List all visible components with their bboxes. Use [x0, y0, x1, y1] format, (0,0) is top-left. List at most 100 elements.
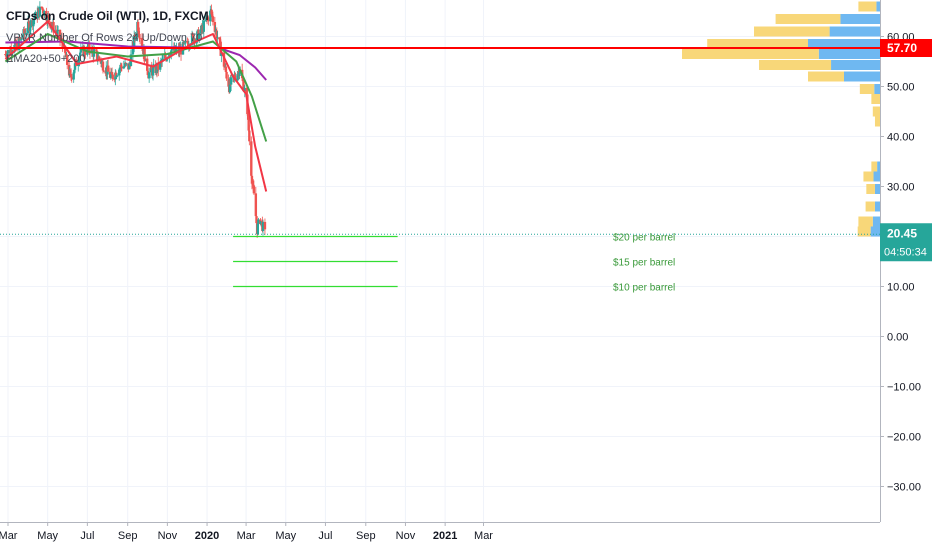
- candle-body: [190, 34, 194, 46]
- candle-body: [246, 114, 250, 116]
- candle-body: [4, 54, 8, 57]
- candle-body: [41, 8, 44, 10]
- candle-body: [45, 10, 48, 21]
- candle-body: [15, 42, 19, 51]
- current-price-label: 20.45: [887, 226, 917, 240]
- candle-body: [250, 141, 253, 176]
- time-tick-label: Nov: [158, 530, 178, 542]
- candle-body: [204, 19, 207, 21]
- candle-body: [40, 6, 44, 9]
- vpvr-profile: [682, 1, 880, 237]
- price-tick-label: −20.00: [887, 432, 921, 444]
- candle-body: [102, 70, 105, 72]
- candle-body: [92, 50, 96, 57]
- candle-body: [147, 72, 151, 79]
- vpvr-bar-up: [873, 171, 880, 182]
- candle-body: [127, 64, 131, 70]
- vpvr-indicator-legend[interactable]: VPVR Number Of Rows 24 Up/Down 70: [6, 32, 203, 44]
- candle-body: [202, 20, 206, 32]
- candle-body: [138, 37, 142, 39]
- candle-body: [28, 27, 32, 31]
- candle-body: [150, 66, 153, 70]
- candle-body: [146, 70, 150, 76]
- candle-body: [136, 21, 140, 31]
- ema-indicator-legend[interactable]: EMA20+50+200: [6, 53, 86, 65]
- candle-body: [151, 67, 155, 76]
- time-tick-label: Mar: [237, 530, 256, 542]
- candle-body: [196, 31, 199, 38]
- candle-body: [222, 52, 226, 67]
- candle-body: [91, 48, 94, 51]
- candle-body: [64, 52, 68, 58]
- time-tick-label: Jul: [318, 530, 332, 542]
- candle-body: [233, 75, 237, 79]
- candle-body: [205, 17, 208, 20]
- candle-body: [19, 37, 23, 40]
- candle-body: [252, 185, 256, 194]
- vpvr-bar-down: [866, 184, 875, 194]
- vpvr-bar-up: [874, 184, 880, 194]
- candle-body: [41, 9, 45, 14]
- candle-body: [263, 221, 267, 230]
- candle-body: [23, 29, 26, 34]
- candle-body: [161, 58, 165, 60]
- resistance-price-badge: [880, 39, 932, 57]
- vpvr-bar-up: [818, 49, 880, 59]
- candle-body: [259, 221, 263, 225]
- vpvr-bar-down: [865, 201, 875, 212]
- time-tick-label: May: [275, 530, 296, 542]
- vpvr-bar-down: [863, 171, 874, 182]
- candle-body: [32, 20, 35, 27]
- candle-body: [36, 11, 40, 19]
- candle-body: [261, 221, 265, 231]
- candle-body: [210, 9, 213, 15]
- current-price-badge: [880, 223, 932, 262]
- candle-body: [97, 56, 101, 59]
- candle-body: [67, 64, 71, 76]
- candle-body: [164, 54, 167, 58]
- candle-body: [183, 41, 186, 44]
- candle-body: [224, 66, 228, 72]
- time-tick-label: Sep: [118, 530, 138, 542]
- candles: [4, 1, 267, 238]
- candle-body: [100, 61, 103, 64]
- candle-body: [84, 53, 87, 55]
- vpvr-bar-up: [808, 39, 880, 49]
- candle-body: [113, 79, 116, 81]
- candle-body: [93, 49, 96, 51]
- price-tick-label: 0.00: [887, 332, 908, 344]
- candle-body: [118, 68, 122, 70]
- candle-body: [47, 16, 51, 22]
- candle-body: [47, 15, 50, 17]
- candle-body: [125, 63, 128, 65]
- vpvr-bar-up: [829, 26, 880, 37]
- candle-body: [120, 66, 124, 69]
- vpvr-bar-up: [877, 161, 880, 172]
- candle-body: [46, 15, 49, 23]
- candle-body: [79, 52, 82, 57]
- candle-body: [124, 62, 127, 64]
- candle-body: [38, 6, 42, 17]
- vpvr-bar-up: [872, 216, 880, 227]
- candle-body: [65, 55, 69, 65]
- candle-body: [79, 47, 83, 53]
- candle-body: [61, 43, 64, 49]
- time-tick-label: Mar: [474, 530, 493, 542]
- vpvr-bar-up: [844, 71, 880, 82]
- candle-body: [218, 39, 222, 42]
- candle-body: [43, 10, 46, 16]
- candle-body: [90, 48, 94, 54]
- candle-body: [110, 72, 114, 75]
- candle-body: [52, 22, 55, 33]
- candle-body: [254, 193, 258, 217]
- candle-body: [247, 115, 250, 131]
- vpvr-bar-down: [872, 106, 880, 117]
- bar-countdown-label: 04:50:34: [884, 246, 927, 258]
- candle-body: [70, 77, 73, 80]
- candle-body: [20, 38, 23, 40]
- time-tick-label: Jul: [80, 530, 94, 542]
- candle-body: [238, 72, 241, 77]
- candle-body: [191, 34, 194, 36]
